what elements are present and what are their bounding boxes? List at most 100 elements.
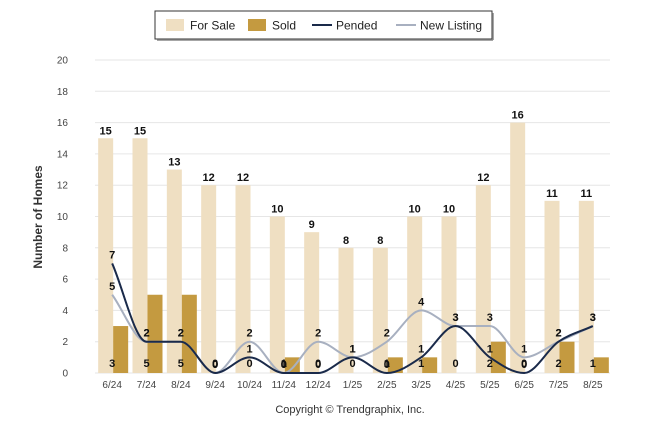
- x-tick-label: 11/24: [272, 380, 297, 391]
- label-sold: 0: [246, 358, 252, 370]
- label-new-listing: 2: [178, 328, 184, 340]
- label-pended: 2: [143, 328, 149, 340]
- legend-entry: Sold: [272, 19, 296, 33]
- label-for-sale: 15: [100, 125, 112, 137]
- x-tick-label: 9/24: [205, 380, 225, 391]
- label-pended: 0: [212, 359, 218, 371]
- bar-for-sale: [132, 138, 148, 373]
- legend-swatch: [166, 19, 184, 31]
- legend-entry: Pended: [336, 19, 377, 33]
- bar-for-sale: [578, 200, 594, 373]
- bar-sold: [593, 357, 609, 373]
- bar-sold: [147, 294, 163, 373]
- y-axis-ticks: 0 2 4 6 8 10 12 14 16 18 20: [57, 56, 69, 380]
- label-new-listing: 2: [555, 328, 561, 340]
- label-new-listing: 5: [109, 281, 115, 293]
- chart-legend: For Sale Sold Pended New Listing: [154, 10, 494, 41]
- y-tick-label: 14: [57, 149, 69, 160]
- label-sold: 1: [418, 358, 424, 370]
- copyright-caption: Copyright © Trendgraphix, Inc.: [275, 404, 424, 416]
- label-pended: 0: [281, 359, 287, 371]
- bar-sold: [387, 357, 403, 373]
- x-tick-label: 5/25: [480, 380, 500, 391]
- line-pended: [111, 263, 594, 375]
- x-tick-label: 12/24: [306, 380, 331, 391]
- label-pended: 1: [418, 343, 424, 355]
- label-sold: 1: [384, 358, 390, 370]
- label-for-sale: 8: [377, 235, 383, 247]
- label-new-listing: 4: [418, 296, 425, 308]
- y-tick-label: 2: [62, 337, 68, 348]
- x-axis-ticks: 6/24 7/24 8/24 9/24 10/24 11/24 12/24 1/25 2/25 3…: [102, 380, 603, 391]
- bar-for-sale: [98, 138, 114, 373]
- y-tick-label: 0: [62, 369, 68, 380]
- bar-sold: [559, 341, 575, 373]
- label-sold: 0: [315, 358, 321, 370]
- label-for-sale: 11: [546, 188, 558, 200]
- bar-sold: [490, 341, 506, 373]
- x-tick-label: 7/25: [549, 380, 569, 391]
- label-sold: 0: [349, 358, 355, 370]
- legend-entry: For Sale: [190, 19, 236, 33]
- label-sold: 5: [178, 358, 184, 370]
- y-tick-label: 10: [57, 212, 69, 223]
- x-tick-label: 3/25: [411, 380, 431, 391]
- label-new-listing: 1: [521, 343, 527, 355]
- label-for-sale: 12: [237, 172, 249, 184]
- legend-entry: New Listing: [420, 19, 482, 33]
- label-new-listing: 0: [212, 359, 218, 371]
- label-for-sale: 16: [512, 110, 524, 122]
- x-tick-label: 4/25: [446, 380, 466, 391]
- label-sold: 3: [109, 358, 115, 370]
- label-for-sale: 11: [581, 188, 593, 200]
- y-tick-label: 16: [57, 118, 69, 129]
- label-sold: 0: [212, 358, 218, 370]
- bar-for-sale: [235, 185, 251, 373]
- bar-sold: [181, 294, 197, 373]
- bar-series: [98, 122, 609, 373]
- label-pended: 7: [109, 249, 115, 261]
- x-tick-label: 6/25: [514, 380, 534, 391]
- bar-for-sale: [544, 200, 560, 373]
- bar-for-sale: [166, 169, 182, 373]
- x-tick-label: 8/24: [171, 380, 191, 391]
- label-sold: 0: [521, 358, 527, 370]
- y-tick-label: 4: [62, 306, 68, 317]
- label-pended: 0: [384, 359, 390, 371]
- label-new-listing: 2: [143, 328, 149, 340]
- bar-for-sale: [201, 185, 217, 373]
- x-tick-label: 2/25: [377, 380, 397, 391]
- label-pended: 0: [315, 359, 321, 371]
- label-for-sale: 12: [203, 172, 215, 184]
- label-sold: 5: [143, 358, 149, 370]
- bar-for-sale: [304, 232, 320, 373]
- line-series: [111, 263, 594, 375]
- label-sold: 2: [487, 358, 493, 370]
- label-sold: 2: [555, 358, 561, 370]
- label-for-sale: 10: [271, 204, 283, 216]
- label-new-listing: 3: [452, 312, 458, 324]
- y-tick-label: 18: [57, 87, 69, 98]
- label-for-sale: 10: [409, 204, 421, 216]
- label-new-listing: 2: [384, 328, 390, 340]
- bar-for-sale: [338, 247, 354, 373]
- label-sold: 1: [281, 358, 287, 370]
- x-tick-label: 8/25: [583, 380, 603, 391]
- bar-for-sale: [372, 247, 388, 373]
- bar-for-sale: [269, 216, 285, 373]
- data-labels: 1537515522135221200012012101009002801181…: [100, 110, 596, 371]
- bar-sold: [113, 326, 129, 373]
- legend-swatch: [248, 19, 266, 31]
- label-pended: 1: [349, 343, 355, 355]
- label-sold: 0: [452, 358, 458, 370]
- label-new-listing: 0: [281, 359, 287, 371]
- bar-sold: [284, 357, 300, 373]
- label-new-listing: 2: [315, 328, 321, 340]
- y-axis-label: Number of Homes: [31, 165, 45, 269]
- bar-for-sale: [441, 216, 457, 373]
- bar-for-sale: [407, 216, 423, 373]
- x-tick-label: 10/24: [237, 380, 262, 391]
- label-pended: 1: [487, 343, 493, 355]
- label-sold: 1: [590, 358, 596, 370]
